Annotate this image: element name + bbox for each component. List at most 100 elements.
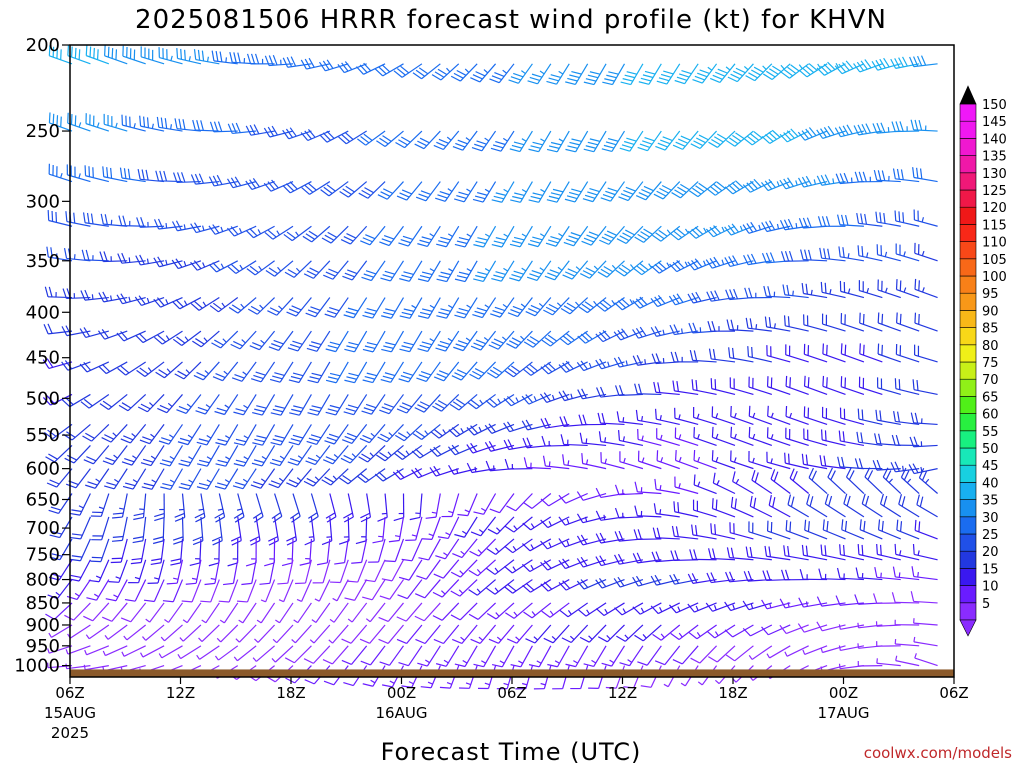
wind-barb [157, 394, 183, 414]
wind-barb [595, 555, 625, 567]
wind-barb [396, 394, 423, 414]
barb-half-flag [165, 223, 168, 229]
wind-barb [120, 602, 147, 623]
barb-half-flag [570, 393, 573, 399]
wind-barb [84, 165, 109, 183]
barb-half-flag [625, 360, 628, 366]
barb-half-flag [351, 453, 357, 458]
wind-barb [361, 260, 386, 282]
barb-flag [874, 433, 878, 444]
barb-flag [879, 544, 882, 556]
barb-flag [472, 74, 483, 80]
barb-flag [457, 340, 469, 345]
wind-barb [563, 225, 589, 247]
wind-barb [872, 459, 901, 471]
credit-link[interactable]: coolwx.com/models [864, 744, 1012, 762]
wind-barb [68, 559, 91, 582]
barb-flag [166, 582, 178, 585]
wind-barb [268, 516, 279, 546]
barb-flag [881, 520, 884, 532]
barb-flag [454, 278, 466, 283]
barb-flag [363, 407, 374, 412]
barb-shaft [377, 538, 386, 563]
barb-flag [571, 138, 582, 143]
barb-flag [378, 66, 387, 75]
wind-barb [467, 393, 496, 410]
wind-barb [742, 221, 773, 234]
barb-half-flag [74, 592, 80, 597]
barb-half-flag [503, 188, 509, 193]
barb-flag [455, 398, 466, 406]
barb-flag [787, 66, 797, 74]
barb-half-flag [497, 398, 502, 404]
barb-half-flag [261, 455, 267, 460]
barb-flag [637, 146, 648, 152]
barb-flag [379, 595, 390, 600]
barb-flag [438, 275, 449, 279]
barb-half-flag [857, 622, 860, 628]
barb-shaft [531, 602, 552, 619]
colorbar-label: 115 [982, 218, 1007, 233]
barb-flag [290, 343, 301, 349]
barb-flag [185, 582, 197, 585]
barb-half-flag [703, 260, 707, 266]
wind-barb [579, 624, 607, 643]
wind-barb [690, 645, 718, 664]
wind-barb [504, 579, 533, 594]
barb-flag [801, 176, 809, 187]
wind-barb [278, 579, 294, 603]
wind-barb [509, 225, 533, 248]
barb-flag [909, 436, 915, 447]
barb-flag [102, 616, 113, 622]
wind-barb [730, 496, 754, 518]
barb-half-flag [314, 598, 320, 602]
barb-shaft [301, 579, 312, 602]
x-tick-label: 00Z [387, 684, 416, 702]
wind-barb [909, 436, 938, 448]
wind-barb [250, 361, 276, 383]
barb-flag [779, 598, 786, 609]
colorbar-swatch [959, 275, 977, 294]
barb-flag [343, 681, 354, 687]
barb-flag [193, 374, 204, 381]
barb-flag [170, 562, 181, 566]
barb-flag [379, 241, 390, 247]
barb-flag [765, 252, 771, 263]
barb-flag [705, 259, 713, 269]
barb-flag [398, 378, 409, 383]
barb-flag [507, 312, 518, 318]
barb-shaft [354, 361, 368, 384]
barb-flag [329, 341, 341, 346]
y-axis: 2002503003504004505005506006507007508008… [14, 35, 70, 677]
wind-barb [857, 544, 883, 561]
barb-flag [381, 64, 391, 73]
barb-half-flag [442, 429, 447, 434]
wind-barb [80, 289, 109, 301]
barb-shaft [402, 444, 423, 460]
barb-flag [504, 545, 514, 554]
wind-barb [668, 602, 699, 614]
barb-flag [529, 76, 540, 82]
barb-flag [246, 53, 252, 65]
barb-flag [804, 249, 808, 260]
barb-flag [705, 228, 714, 238]
wind-barb [489, 63, 515, 84]
wind-barb [693, 449, 717, 470]
barb-half-flag [183, 261, 187, 267]
barb-flag [214, 485, 226, 490]
wind-barb [724, 223, 754, 236]
barb-flag [78, 49, 81, 60]
barb-flag [116, 332, 125, 342]
wind-barb [304, 516, 315, 546]
barb-flag [779, 133, 788, 143]
wind-barb [687, 225, 717, 239]
barb-flag [614, 302, 623, 311]
wind-barb [417, 330, 441, 353]
barb-half-flag [447, 233, 453, 238]
barb-flag [233, 442, 245, 446]
barb-flag [301, 187, 310, 195]
barb-flag [857, 245, 860, 256]
barb-flag [233, 411, 244, 416]
wind-barb [891, 121, 920, 133]
barb-flag [159, 462, 171, 467]
